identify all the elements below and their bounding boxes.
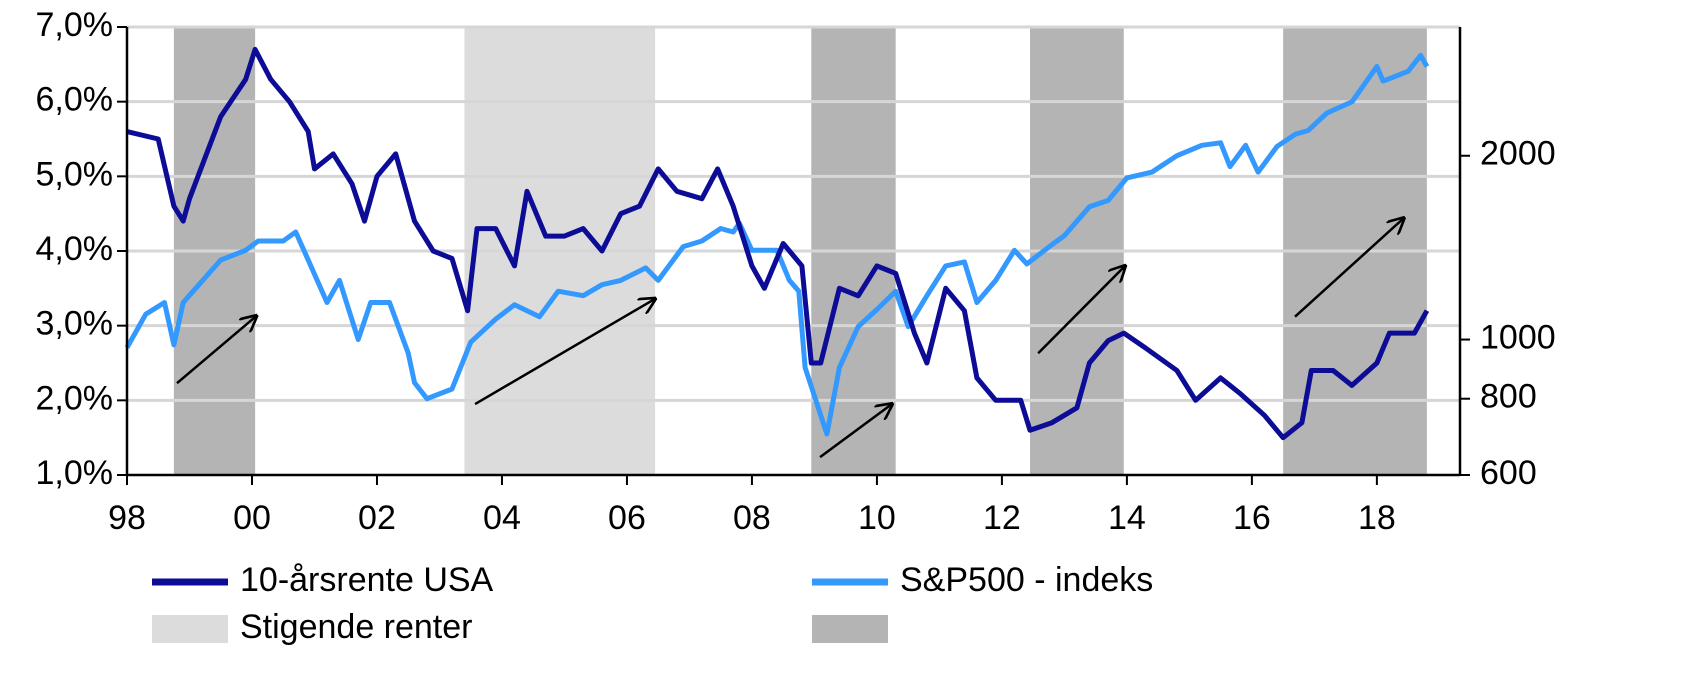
legend: 10-årsrente USA S&P500 - indeks Stigende r… <box>152 561 1153 646</box>
series-line <box>126 46 1430 441</box>
x-tick-label: 10 <box>858 499 896 537</box>
x-tick-label: 02 <box>358 499 396 537</box>
y-tick-label: 3,0% <box>36 305 114 343</box>
y2-tick-label: 600 <box>1480 454 1537 492</box>
arrow <box>1294 218 1404 318</box>
y-tick-label: 2,0% <box>36 379 114 417</box>
y-tick-label: 4,0% <box>36 230 114 268</box>
legend-label: 10-årsrente USA <box>240 561 494 599</box>
y-tick-label: 1,0% <box>36 454 114 492</box>
x-tick-label: 14 <box>1108 499 1146 537</box>
legend-label: Stigende renter <box>240 608 473 646</box>
series-line <box>124 52 1430 437</box>
legend-swatch <box>812 615 888 643</box>
y-tick-label: 5,0% <box>36 155 114 193</box>
y-tick-label: 7,0% <box>36 6 114 44</box>
y-tick-label: 6,0% <box>36 81 114 119</box>
lines <box>124 46 1430 459</box>
x-tick-label: 06 <box>608 499 646 537</box>
y2-tick-label: 1000 <box>1480 319 1556 357</box>
grid <box>127 25 1460 402</box>
arrow <box>474 299 655 406</box>
y2-tick-label: 2000 <box>1480 135 1556 173</box>
arrow <box>176 316 256 385</box>
x-tick-label: 08 <box>733 499 771 537</box>
x-tick-label: 18 <box>1358 499 1396 537</box>
x-tick-label: 00 <box>233 499 271 537</box>
x-tick-label: 98 <box>108 499 146 537</box>
arrow <box>819 404 892 459</box>
legend-swatch <box>152 615 228 643</box>
x-tick-label: 12 <box>983 499 1021 537</box>
x-tick-label: 04 <box>483 499 521 537</box>
y2-tick-label: 800 <box>1480 378 1537 416</box>
arrow <box>1037 266 1125 355</box>
axes: 1,0%2,0%3,0%4,0%5,0%6,0%7,0%600800100020… <box>36 6 1556 537</box>
x-tick-label: 16 <box>1233 499 1271 537</box>
legend-label: S&P500 - indeks <box>900 561 1153 599</box>
